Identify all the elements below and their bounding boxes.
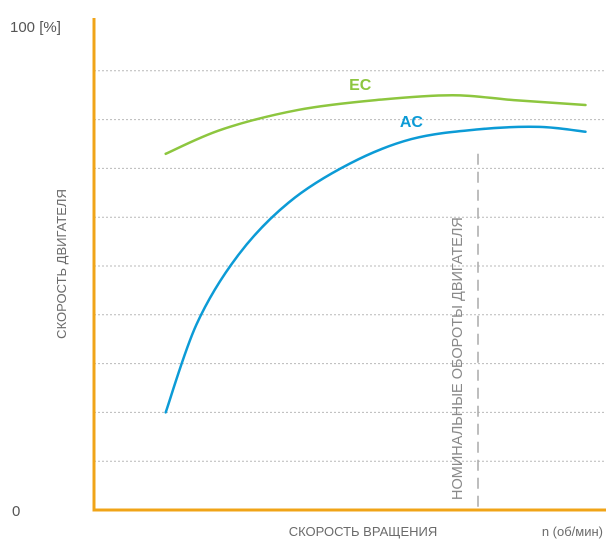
y-axis-title: СКОРОСТЬ ДВИГАТЕЛЯ [54,189,69,339]
reference-line-group: НОМИНАЛЬНЫЕ ОБОРОТЫ ДВИГАТЕЛЯ [450,153,479,510]
series-line-ec [164,93,587,156]
series-labels: EC AC [349,77,423,131]
x-axis-unit-label: n (об/мин) [542,524,603,539]
axes [92,18,606,512]
series-label-ec: EC [349,77,372,94]
x-axis-title: СКОРОСТЬ ВРАЩЕНИЯ [289,524,438,539]
rated-speed-label: НОМИНАЛЬНЫЕ ОБОРОТЫ ДВИГАТЕЛЯ [450,217,466,500]
grid-lines [94,70,606,462]
series-label-ac: AC [400,114,424,131]
y-axis-zero-label: 0 [12,503,20,520]
series-line-ac [164,125,587,414]
y-axis-max-label: 100 [%] [10,19,61,36]
series-lines [164,93,587,414]
